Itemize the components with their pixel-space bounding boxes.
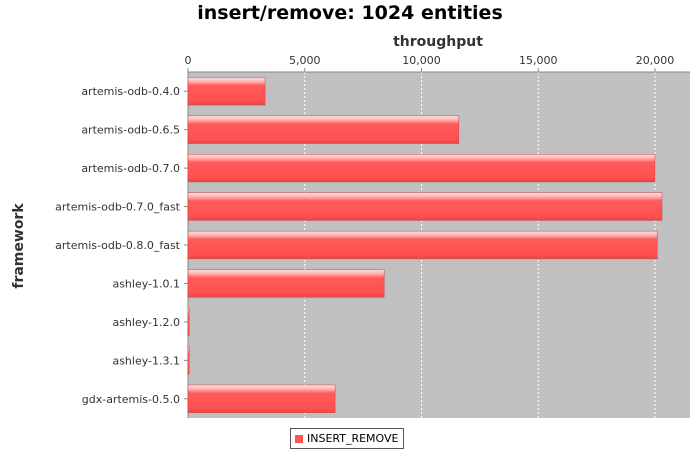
y-tick-label: ashley-1.0.1 [112,277,180,290]
legend: INSERT_REMOVE [290,428,404,449]
bar [187,154,656,183]
y-axis-label: framework [11,203,27,289]
y-tick-label: artemis-odb-0.7.0_fast [55,201,181,214]
y-tick-label: gdx-artemis-0.5.0 [82,393,180,406]
x-tick-label: 10,000 [402,54,441,67]
x-axis-label: throughput [393,34,483,50]
bar [187,192,663,221]
y-tick-label: ashley-1.3.1 [112,354,180,367]
x-tick-label: 5,000 [289,54,321,67]
bar [187,384,336,413]
chart-title: insert/remove: 1024 entities [197,2,503,24]
legend-label: INSERT_REMOVE [307,432,399,445]
y-tick-label: ashley-1.2.0 [112,316,180,329]
bar [187,346,190,375]
x-tick-label: 15,000 [519,54,558,67]
y-tick-label: artemis-odb-0.4.0 [81,85,180,98]
x-tick-label: 20,000 [636,54,675,67]
bar [187,115,460,144]
legend-swatch [295,434,303,443]
bar [187,77,266,106]
y-tick-label: artemis-odb-0.6.5 [81,124,180,137]
y-tick-label: artemis-odb-0.8.0_fast [55,239,181,252]
bar [187,307,190,336]
x-tick-label: 0 [185,54,192,67]
bar [187,269,385,298]
y-tick-label: artemis-odb-0.7.0 [81,162,180,175]
bar [187,230,658,260]
